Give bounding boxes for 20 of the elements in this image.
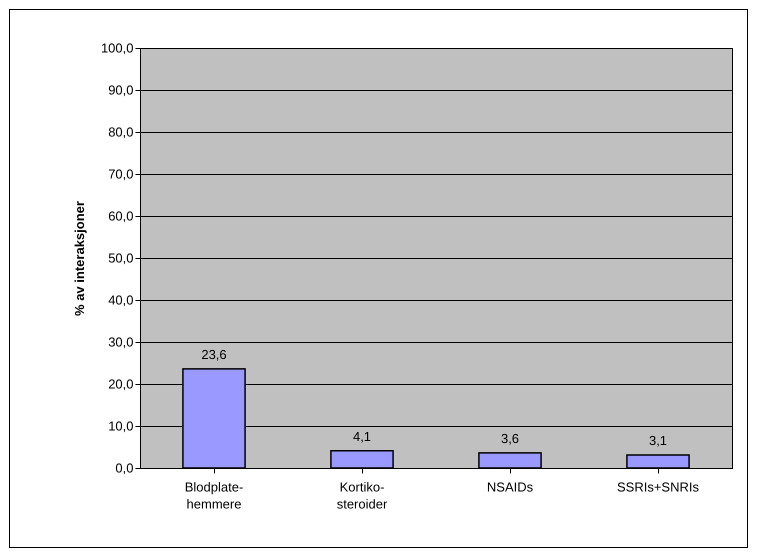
y-tick-label: 60,0 — [108, 208, 134, 224]
data-label: 3,1 — [648, 432, 668, 448]
y-tick-label: 30,0 — [108, 334, 134, 350]
x-tick-label: NSAIDs — [486, 480, 534, 494]
y-tick-label: 0,0 — [115, 460, 134, 476]
data-label: 4,1 — [352, 428, 372, 444]
y-tick-label: 80,0 — [108, 124, 134, 140]
data-label: 3,6 — [500, 430, 520, 446]
x-tick-label: Blodplate- hemmere — [184, 480, 244, 512]
y-tick-label: 70,0 — [108, 166, 134, 182]
data-label: 23,6 — [201, 346, 227, 362]
y-tick-label: 50,0 — [108, 250, 134, 266]
x-tick-label: Kortiko- steroider — [336, 480, 388, 512]
y-tick-label: 20,0 — [108, 376, 134, 392]
y-tick-label: 10,0 — [108, 418, 134, 434]
y-axis-title: % av interaksjoner — [72, 201, 87, 316]
y-tick-label: 90,0 — [108, 82, 134, 98]
x-tick-label: SSRIs+SNRIs — [617, 480, 700, 494]
y-tick-label: 40,0 — [108, 292, 134, 308]
y-tick-label: 100,0 — [100, 40, 134, 56]
